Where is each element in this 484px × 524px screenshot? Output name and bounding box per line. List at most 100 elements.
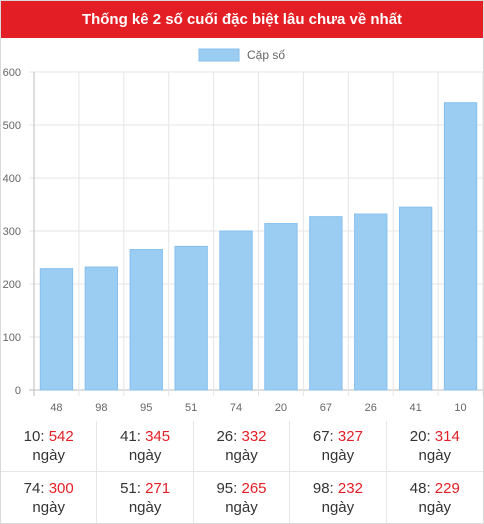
- stat-days: 229: [434, 479, 460, 497]
- y-tick-label: 600: [3, 67, 21, 79]
- stat-days: 327: [337, 428, 363, 445]
- stat-days: 542: [48, 428, 74, 445]
- stat-days: 232: [337, 479, 363, 497]
- stat-number: 48: [409, 479, 427, 497]
- stat-days: 300: [48, 479, 74, 497]
- stat-separator: :: [40, 479, 49, 497]
- stat-line: 74: 300: [24, 479, 74, 498]
- stat-unit: ngày: [225, 498, 258, 516]
- bar[interactable]: [398, 206, 433, 391]
- y-tick-label: 400: [3, 173, 21, 185]
- stat-number: 51: [120, 479, 137, 497]
- bar[interactable]: [174, 245, 208, 391]
- legend-label: Cặp số: [247, 48, 285, 62]
- chart-bars: [39, 102, 478, 391]
- chart-grid: [29, 71, 483, 396]
- stat-separator: :: [426, 428, 435, 445]
- stat-number: 74: [23, 479, 41, 497]
- stat-separator: :: [233, 428, 242, 445]
- stat-line: 26: 332: [216, 427, 266, 446]
- y-axis-ticks: 0 100 200 300 400 500 600: [3, 67, 21, 397]
- x-axis-ticks: 48 98 95 51 74 20 67 26 41 10: [50, 402, 466, 414]
- stat-days: 332: [241, 428, 267, 445]
- x-tick-label: 67: [320, 402, 332, 414]
- stat-line: 48: 229: [410, 479, 460, 498]
- stat-separator: :: [233, 479, 242, 497]
- stat-cell: 51: 271 ngày: [97, 472, 194, 523]
- stat-unit: ngày: [418, 447, 452, 464]
- bar[interactable]: [264, 223, 298, 391]
- stat-unit: ngày: [225, 447, 258, 464]
- x-tick-label: 20: [275, 402, 287, 414]
- stat-cell: 10: 542 ngày: [1, 421, 98, 472]
- stat-separator: :: [136, 479, 146, 497]
- stat-line: 67: 327: [313, 427, 363, 446]
- y-tick-label: 100: [3, 332, 21, 344]
- bar[interactable]: [309, 216, 343, 391]
- stat-cell: 48: 229 ngày: [387, 472, 483, 523]
- panel-header: Thống kê 2 số cuối đặc biệt lâu chưa về …: [1, 1, 483, 38]
- stat-separator: :: [329, 428, 338, 445]
- bar[interactable]: [219, 230, 253, 391]
- stat-days: 314: [434, 428, 460, 445]
- bar[interactable]: [354, 213, 388, 391]
- x-tick-label: 10: [454, 402, 466, 414]
- stat-cell: 20: 314 ngày: [386, 421, 483, 472]
- x-tick-label: 51: [185, 402, 197, 414]
- x-tick-label: 74: [230, 402, 242, 414]
- stat-cell: 26: 332 ngày: [193, 421, 291, 472]
- stat-cell: 98: 232 ngày: [290, 472, 387, 523]
- y-tick-label: 300: [3, 226, 21, 238]
- stat-number: 95: [216, 479, 234, 497]
- bar[interactable]: [443, 102, 478, 391]
- stat-unit: ngày: [128, 498, 162, 516]
- x-tick-label: 26: [365, 402, 377, 414]
- stat-unit: ngày: [321, 447, 355, 464]
- stat-separator: :: [136, 428, 146, 445]
- stat-number: 67: [312, 428, 330, 445]
- stat-unit: ngày: [418, 498, 452, 516]
- stat-cell: 41: 345 ngày: [97, 421, 194, 472]
- stat-line: 95: 265: [216, 479, 266, 498]
- stat-number: 20: [409, 428, 427, 445]
- stat-unit: ngày: [128, 447, 162, 464]
- stat-unit: ngày: [321, 498, 355, 516]
- y-tick-label: 200: [3, 279, 21, 291]
- stat-cell: 74: 300 ngày: [1, 472, 98, 523]
- legend-swatch: [198, 48, 240, 62]
- chart-legend[interactable]: Cặp số: [198, 48, 285, 62]
- stat-days: 265: [241, 479, 267, 497]
- bar[interactable]: [39, 268, 74, 391]
- bar-chart-area: Cặp số 0 100 200 300 400 500 600 48 98 95 51 74 20 6…: [1, 39, 483, 419]
- bar[interactable]: [84, 266, 119, 391]
- stat-unit: ngày: [32, 447, 65, 464]
- x-tick-label: 98: [95, 402, 107, 414]
- y-tick-label: 500: [3, 120, 21, 132]
- stat-separator: :: [40, 428, 49, 445]
- stat-line: 51: 271: [120, 479, 170, 498]
- stat-line: 10: 542: [24, 427, 74, 446]
- stat-cell: 95: 265 ngày: [194, 472, 291, 523]
- x-tick-label: 95: [140, 402, 152, 414]
- stat-separator: :: [329, 479, 338, 497]
- stat-line: 41: 345: [120, 427, 170, 446]
- stat-number: 98: [312, 479, 330, 497]
- bar-chart: Cặp số 0 100 200 300 400 500 600 48 98 95 51 74 20 6…: [3, 48, 483, 414]
- x-tick-label: 41: [410, 402, 422, 414]
- stat-line: 20: 314: [410, 427, 460, 446]
- stat-number: 41: [120, 428, 137, 445]
- x-tick-label: 48: [50, 402, 62, 414]
- stat-separator: :: [426, 479, 435, 497]
- stat-unit: ngày: [32, 498, 65, 516]
- bar[interactable]: [129, 249, 163, 391]
- stat-cell: 67: 327 ngày: [290, 421, 387, 472]
- y-tick-label: 0: [15, 385, 21, 397]
- panel-title: Thống kê 2 số cuối đặc biệt lâu chưa về …: [81, 11, 403, 28]
- stats-grid: 10: 542 ngày 41: 345 ngày 26: 332 ngày 67: 327…: [1, 421, 483, 523]
- stat-number: 26: [216, 428, 234, 445]
- stat-days: 271: [145, 479, 171, 497]
- stat-line: 98: 232: [313, 479, 363, 498]
- stat-number: 10: [23, 428, 41, 445]
- stat-days: 345: [145, 428, 171, 445]
